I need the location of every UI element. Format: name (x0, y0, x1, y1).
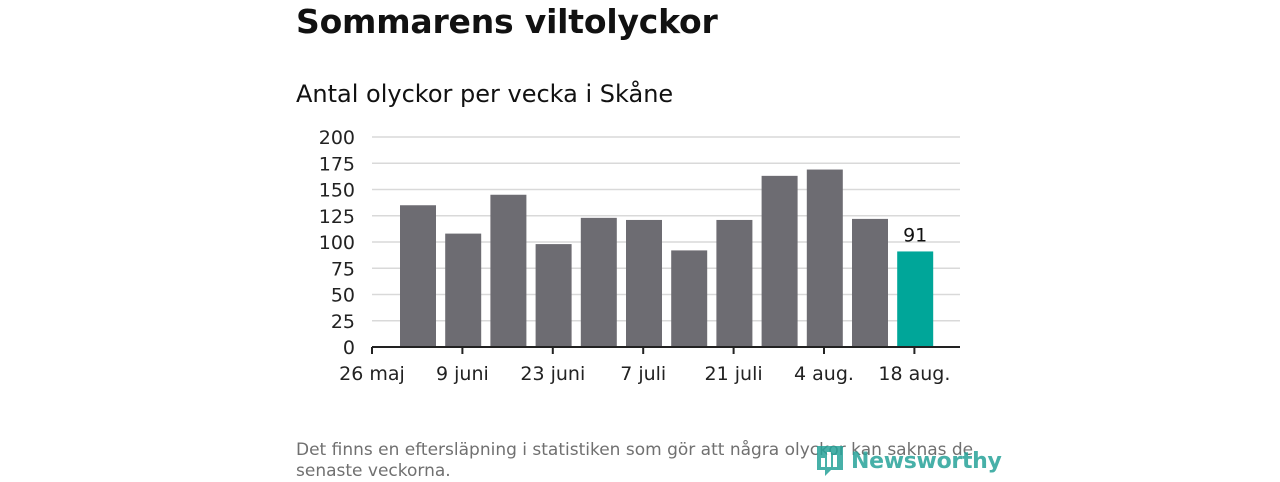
y-tick-label: 0 (343, 337, 355, 359)
bar (761, 175, 798, 347)
y-tick-label: 75 (331, 258, 355, 280)
chart-title: Sommarens viltolyckor (296, 2, 718, 41)
x-tick-label: 9 juni (436, 363, 489, 385)
bar-chart-logo-icon (817, 446, 843, 476)
bar (535, 244, 572, 347)
bar (852, 218, 888, 347)
x-tick-label: 7 juli (620, 363, 666, 385)
bar (897, 251, 934, 347)
footnote: Det finns en eftersläpning i statistiken… (296, 440, 974, 481)
bar (445, 233, 482, 347)
y-tick-label: 50 (331, 285, 355, 307)
y-tick-label: 200 (319, 127, 355, 149)
x-tick-label: 26 maj (339, 363, 405, 385)
x-tick-label: 21 juli (705, 363, 763, 385)
chart-subtitle: Antal olyckor per vecka i Skåne (296, 80, 674, 108)
x-tick-label: 4 aug. (794, 363, 854, 385)
y-tick-label: 175 (319, 153, 355, 175)
bar (671, 250, 708, 347)
y-tick-label: 125 (319, 206, 355, 228)
bar (400, 205, 436, 347)
x-tick-label: 18 aug. (878, 363, 950, 385)
bar-chart: 0 25 50 75 100 125 150 175 200 91 26 maj 9 juni 23 j… (319, 127, 960, 385)
y-tick-label: 25 (331, 311, 355, 333)
x-tick-label: 23 juni (520, 363, 585, 385)
bar (626, 219, 662, 347)
newsworthy-logo: Newsworthy (815, 444, 1002, 478)
data-label: 91 (903, 224, 927, 246)
y-tick-label: 150 (319, 180, 355, 202)
bar (806, 169, 843, 347)
bar (580, 217, 617, 347)
bar (716, 219, 753, 347)
bar (490, 194, 527, 347)
y-tick-label: 100 (319, 232, 355, 254)
logo-text: Newsworthy (851, 448, 1002, 474)
